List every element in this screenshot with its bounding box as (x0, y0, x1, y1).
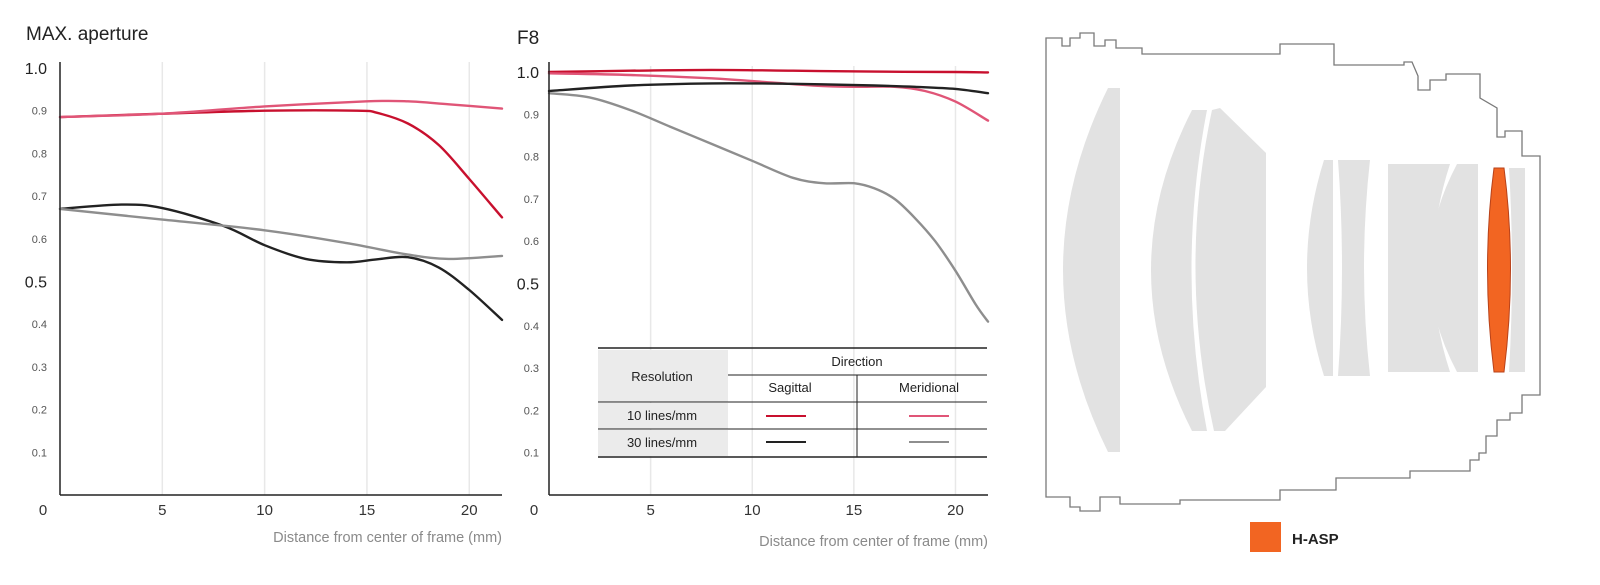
lens-element-9 (1509, 168, 1525, 372)
legend-row-10-label: 10 lines/mm (627, 408, 697, 423)
mtf-curve-s10 (547, 68, 990, 74)
x-tick-label: 10 (744, 502, 761, 519)
y-tick-label: 0.4 (524, 321, 539, 333)
y-tick-labels: 1.0 0.9 0.8 0.7 0.6 0.5 0.4 0.3 0.2 0.1 (517, 65, 539, 460)
y-tick-label: 0.9 (524, 109, 539, 121)
x-tick-label: 15 (846, 502, 863, 519)
mtf-curve-s10 (58, 109, 504, 219)
h-asp-swatch (1250, 522, 1281, 552)
legend-direction-header: Direction (831, 354, 882, 369)
chart-title: F8 (517, 28, 539, 49)
y-tick-label: 0.6 (524, 236, 539, 248)
x-axis-label: Distance from center of frame (mm) (759, 534, 988, 550)
x-tick-label: 5 (158, 502, 166, 519)
mtf-chart-max-aperture: MAX. aperture 1.0 0.9 0.8 0.7 0.6 0.5 0.4 0.3 0.… (25, 24, 504, 546)
lens-barrel-outline (1045, 32, 1541, 512)
y-tick-label: 0.6 (32, 234, 47, 246)
mtf-curves (58, 99, 504, 322)
y-tick-label: 0.5 (517, 277, 539, 294)
x-tick-label: 10 (256, 502, 273, 519)
y-tick-label: 0.7 (32, 191, 47, 203)
y-tick-label: 0.2 (524, 405, 539, 417)
y-tick-label: 0.8 (32, 148, 47, 160)
x-tick-label: 20 (947, 502, 964, 519)
legend-resolution-header: Resolution (631, 369, 692, 384)
lens-element-4 (1307, 160, 1333, 376)
chart-title: MAX. aperture (26, 24, 149, 45)
mtf-curves (547, 68, 990, 323)
lens-element-7 (1429, 164, 1478, 372)
legend-meridional-header: Meridional (899, 380, 959, 395)
mtf-curve-s30 (58, 203, 504, 322)
lens-element-2 (1151, 110, 1207, 431)
lens-element-5 (1338, 160, 1370, 376)
x-tick-label: 0 (530, 502, 538, 519)
x-tick-label: 5 (646, 502, 654, 519)
y-tick-label: 0.4 (32, 319, 47, 331)
legend-table: Resolution Direction Sagittal Meridional… (598, 347, 987, 458)
legend-resolution-header-bg (598, 350, 728, 402)
y-tick-label: 0.9 (32, 106, 47, 118)
lens-element-1 (1063, 88, 1120, 452)
legend-row-10-bg (598, 403, 728, 429)
y-tick-label: 0.2 (32, 405, 47, 417)
mtf-curve-m10 (547, 72, 990, 122)
x-axis-label: Distance from center of frame (mm) (273, 530, 502, 546)
legend-row-30-bg (598, 430, 728, 456)
x-tick-label: 20 (461, 502, 478, 519)
y-tick-label: 0.1 (524, 448, 539, 460)
lens-cross-section-diagram: H-ASP (1045, 32, 1541, 552)
y-tick-label: 0.1 (32, 447, 47, 459)
x-tick-labels: 0 5 10 15 20 (39, 502, 478, 519)
y-tick-label: 0.3 (524, 363, 539, 375)
x-tick-label: 15 (359, 502, 376, 519)
y-tick-label: 0.8 (524, 152, 539, 164)
mtf-curve-m30 (547, 92, 990, 323)
y-tick-label: 0.7 (524, 194, 539, 206)
legend-row-30-label: 30 lines/mm (627, 435, 697, 450)
y-tick-label: 0.5 (25, 275, 47, 292)
legend-sagittal-header: Sagittal (768, 380, 811, 395)
y-tick-labels: 1.0 0.9 0.8 0.7 0.6 0.5 0.4 0.3 0.2 0.1 (25, 61, 47, 459)
y-tick-label: 1.0 (517, 65, 539, 82)
y-tick-label: 0.3 (32, 362, 47, 374)
lens-element-3 (1195, 108, 1266, 431)
y-tick-label: 1.0 (25, 61, 47, 78)
grid-lines (161, 62, 471, 495)
mtf-curve-s30 (547, 82, 990, 95)
x-tick-labels: 0 5 10 15 20 (530, 502, 964, 519)
mtf-curve-m30 (58, 207, 504, 261)
lens-element-6 (1388, 164, 1450, 372)
h-asp-label: H-ASP (1292, 531, 1339, 548)
mtf-chart-f8: F8 1.0 0.9 0.8 0.7 0.6 0.5 0.4 0.3 0.2 0.1 0 5 10 15… (517, 28, 990, 550)
mtf-curve-m10 (58, 99, 504, 119)
lens-element-h-asp (1487, 167, 1511, 373)
x-tick-label: 0 (39, 502, 47, 519)
